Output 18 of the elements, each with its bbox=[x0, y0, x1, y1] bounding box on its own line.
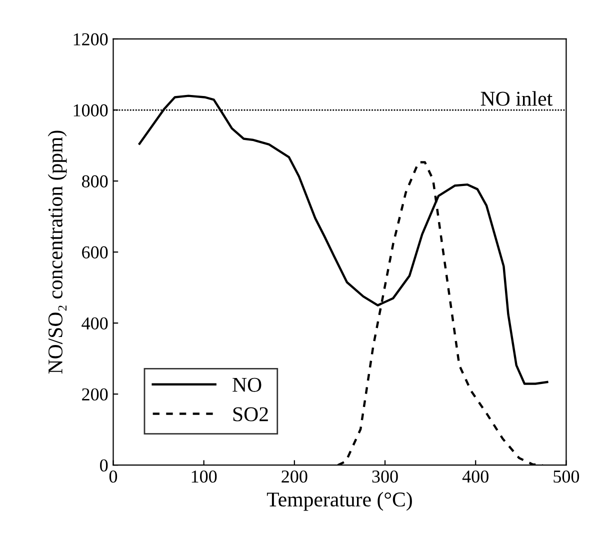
legend-label: NO bbox=[232, 378, 262, 392]
x-tick-label: 100 bbox=[192, 470, 217, 483]
x-tick-label: 400 bbox=[462, 470, 488, 483]
y-tick-label: 0 bbox=[100, 459, 108, 472]
y-tick-label: 400 bbox=[82, 317, 108, 330]
legend-label: SO2 bbox=[233, 407, 268, 422]
x-tick-label: 300 bbox=[372, 470, 398, 483]
y-tick-label: 200 bbox=[82, 388, 108, 401]
x-tick-label: 200 bbox=[282, 470, 308, 483]
y-axis-title: NO/SO₂ concentration (ppm) bbox=[48, 130, 67, 374]
x-tick-label: 0 bbox=[109, 470, 118, 483]
x-tick-label: 500 bbox=[554, 470, 580, 483]
x-axis-title: Temperature (°C) bbox=[266, 492, 412, 511]
ref-line-label: NO inlet bbox=[480, 91, 552, 106]
y-tick-label: 1200 bbox=[74, 33, 108, 46]
y-tick-label: 1000 bbox=[74, 104, 108, 116]
y-tick-label: 600 bbox=[82, 246, 108, 258]
y-tick-label: 800 bbox=[82, 175, 108, 188]
